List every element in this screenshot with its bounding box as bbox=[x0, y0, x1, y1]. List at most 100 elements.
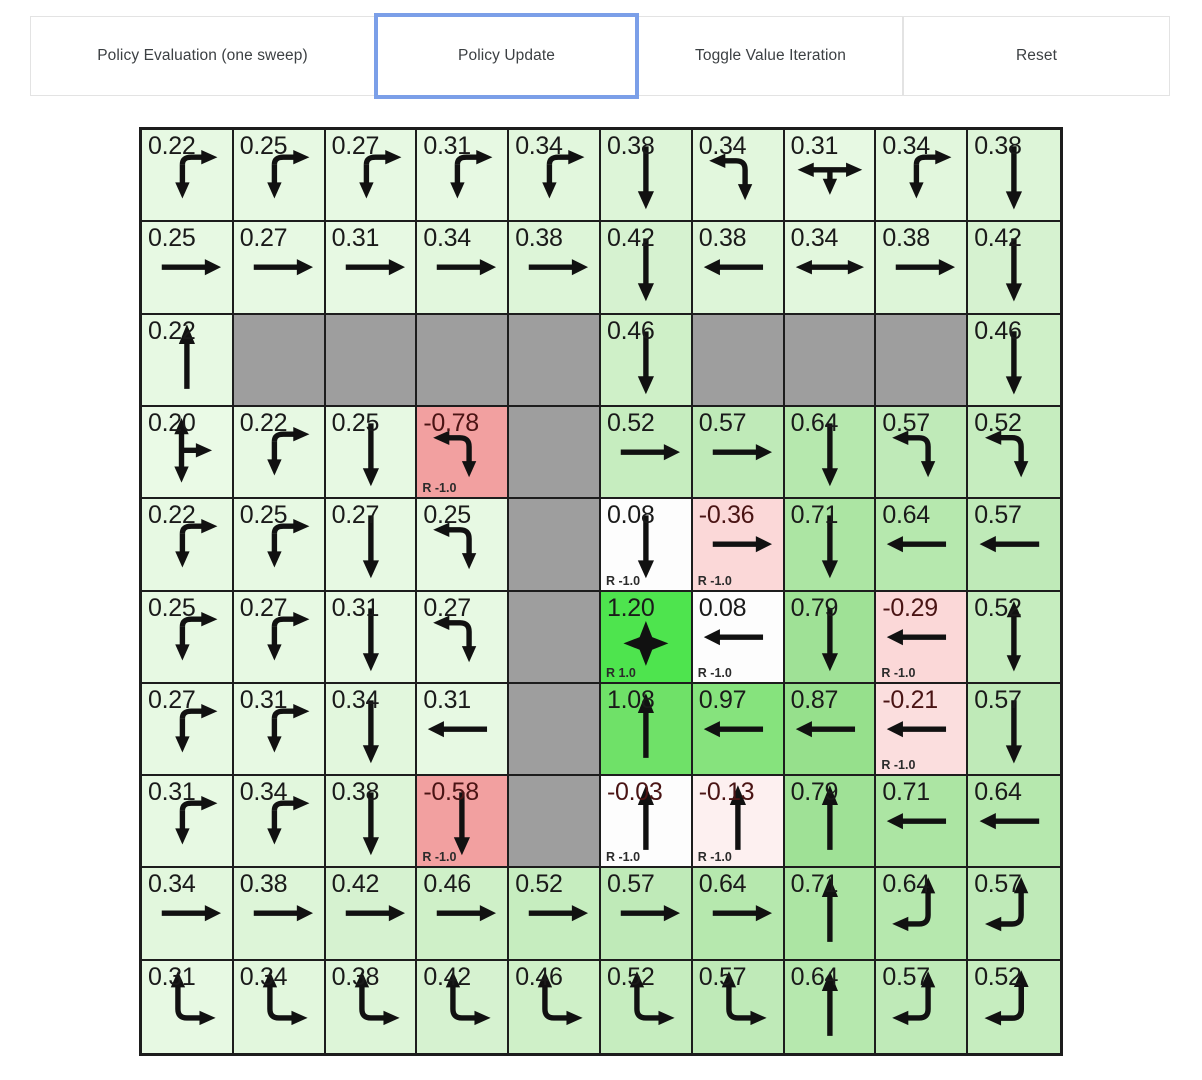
grid-cell[interactable]: 0.57 bbox=[968, 683, 1060, 777]
grid-cell[interactable]: 0.64 bbox=[692, 868, 785, 961]
grid-cell[interactable]: -0.13 R -1.0 bbox=[692, 776, 785, 869]
grid-cell[interactable]: 0.46 bbox=[601, 314, 693, 407]
grid-cell[interactable]: 0.08 R -1.0 bbox=[601, 499, 693, 592]
grid-cell[interactable]: -0.78 R -1.0 bbox=[417, 406, 510, 500]
grid-cell[interactable]: 0.25 bbox=[233, 130, 326, 223]
reset-button[interactable]: Reset bbox=[903, 16, 1170, 96]
grid-cell[interactable]: 0.46 bbox=[968, 314, 1060, 407]
grid-cell[interactable]: 0.71 bbox=[876, 776, 969, 869]
grid-cell[interactable]: 0.22 bbox=[142, 130, 234, 223]
grid-cell[interactable]: 0.31 bbox=[784, 130, 877, 223]
grid-cell[interactable]: 0.79 bbox=[784, 591, 877, 684]
grid-cell[interactable]: 0.46 bbox=[509, 960, 601, 1053]
grid-cell[interactable]: 0.38 bbox=[692, 222, 785, 315]
grid-cell[interactable]: 0.31 bbox=[417, 683, 510, 777]
grid-cell[interactable]: 0.52 bbox=[601, 406, 693, 500]
grid-cell[interactable]: 0.57 bbox=[692, 960, 785, 1053]
grid-cell[interactable]: 0.31 bbox=[142, 776, 234, 869]
cell-value: 0.34 bbox=[239, 962, 288, 991]
grid-cell[interactable]: 0.38 bbox=[876, 222, 969, 315]
grid-cell[interactable]: 0.46 bbox=[417, 868, 510, 961]
grid-cell[interactable]: 0.31 bbox=[233, 683, 326, 777]
cell-reward-label: R -1.0 bbox=[881, 758, 916, 773]
grid-cell[interactable]: 0.57 bbox=[601, 868, 693, 961]
grid-cell[interactable]: 0.52 bbox=[968, 406, 1060, 500]
grid-cell[interactable]: 0.34 bbox=[233, 960, 326, 1053]
cell-value: 0.42 bbox=[974, 224, 1022, 253]
grid-cell[interactable]: 0.34 bbox=[325, 683, 418, 777]
cell-value: -0.78 bbox=[423, 408, 479, 437]
grid-cell[interactable]: 0.25 bbox=[142, 222, 234, 315]
grid-cell[interactable]: 0.79 bbox=[784, 776, 877, 869]
grid-cell[interactable]: 0.22 bbox=[233, 406, 326, 500]
grid-cell[interactable]: 0.31 bbox=[325, 591, 418, 684]
grid-cell[interactable]: 0.57 bbox=[876, 406, 969, 500]
grid-cell[interactable]: 0.31 bbox=[142, 960, 234, 1053]
grid-cell[interactable]: 0.71 bbox=[784, 499, 877, 592]
grid-cell[interactable]: 0.57 bbox=[876, 960, 969, 1053]
grid-cell[interactable]: 0.22 bbox=[142, 499, 234, 592]
grid-cell[interactable]: 0.27 bbox=[325, 130, 418, 223]
grid-cell[interactable]: -0.21 R -1.0 bbox=[876, 683, 969, 777]
grid-cell[interactable]: 0.71 bbox=[784, 868, 877, 961]
grid-cell[interactable]: 0.52 bbox=[509, 868, 601, 961]
grid-cell[interactable]: 0.38 bbox=[968, 130, 1060, 223]
grid-cell[interactable]: 0.52 bbox=[601, 960, 693, 1053]
policy-update-button[interactable]: Policy Update bbox=[374, 13, 639, 99]
grid-cell[interactable]: -0.29 R -1.0 bbox=[876, 591, 969, 684]
grid-cell[interactable]: 1.20 R 1.0 bbox=[601, 591, 693, 684]
grid-cell[interactable]: -0.58 R -1.0 bbox=[417, 776, 510, 869]
grid-cell[interactable]: 0.64 bbox=[784, 406, 877, 500]
grid-cell[interactable]: 0.52 bbox=[968, 591, 1060, 684]
grid-cell[interactable]: 0.34 bbox=[417, 222, 510, 315]
grid-cell[interactable]: 0.34 bbox=[692, 130, 785, 223]
grid-cell[interactable]: 0.34 bbox=[784, 222, 877, 315]
grid-cell[interactable]: 0.27 bbox=[325, 499, 418, 592]
grid-cell[interactable]: 0.25 bbox=[142, 591, 234, 684]
grid-cell[interactable]: 0.42 bbox=[417, 960, 510, 1053]
grid-cell[interactable]: 0.34 bbox=[142, 868, 234, 961]
grid-cell[interactable]: 0.34 bbox=[876, 130, 969, 223]
grid-cell-wall bbox=[233, 314, 326, 407]
grid-cell[interactable]: 0.57 bbox=[968, 868, 1060, 961]
grid-cell[interactable]: 0.25 bbox=[417, 499, 510, 592]
grid-cell[interactable]: 0.31 bbox=[325, 222, 418, 315]
grid-cell[interactable]: 0.97 bbox=[692, 683, 785, 777]
grid-cell[interactable]: 0.42 bbox=[968, 222, 1060, 315]
grid-cell[interactable]: 0.64 bbox=[876, 868, 969, 961]
grid-cell[interactable]: 0.42 bbox=[325, 868, 418, 961]
toggle-value-iteration-button[interactable]: Toggle Value Iteration bbox=[638, 16, 903, 96]
grid-cell[interactable]: 0.57 bbox=[692, 406, 785, 500]
grid-cell[interactable]: 0.20 bbox=[142, 406, 234, 500]
grid-cell[interactable]: 0.64 bbox=[876, 499, 969, 592]
grid-cell[interactable]: 0.27 bbox=[142, 683, 234, 777]
grid-cell[interactable]: 0.57 bbox=[968, 499, 1060, 592]
grid-cell[interactable]: 0.64 bbox=[968, 776, 1060, 869]
grid-cell[interactable]: -0.03 R -1.0 bbox=[601, 776, 693, 869]
cell-value: 0.27 bbox=[331, 501, 380, 530]
grid-cell[interactable]: 0.38 bbox=[325, 960, 418, 1053]
grid-cell[interactable]: 0.25 bbox=[233, 499, 326, 592]
grid-cell[interactable]: 0.38 bbox=[509, 222, 601, 315]
grid-cell[interactable]: 0.34 bbox=[509, 130, 601, 223]
grid-cell[interactable]: 0.31 bbox=[417, 130, 510, 223]
grid-cell[interactable]: 0.38 bbox=[233, 868, 326, 961]
grid-cell[interactable]: 0.27 bbox=[417, 591, 510, 684]
grid-cell[interactable]: 1.08 bbox=[601, 683, 693, 777]
grid-cell[interactable]: 0.64 bbox=[784, 960, 877, 1053]
grid-cell[interactable]: 0.34 bbox=[233, 776, 326, 869]
grid-cell[interactable]: -0.36 R -1.0 bbox=[692, 499, 785, 592]
grid-cell[interactable]: 0.38 bbox=[325, 776, 418, 869]
grid-cell[interactable]: 0.27 bbox=[233, 222, 326, 315]
grid-cell[interactable]: 0.87 bbox=[784, 683, 877, 777]
grid-cell[interactable]: 0.08 R -1.0 bbox=[692, 591, 785, 684]
grid-cell[interactable]: 0.27 bbox=[233, 591, 326, 684]
grid-cell[interactable]: 0.25 bbox=[325, 406, 418, 500]
grid-cell[interactable]: 0.42 bbox=[601, 222, 693, 315]
cell-value: 0.22 bbox=[239, 408, 288, 437]
grid-cell[interactable]: 0.38 bbox=[601, 130, 693, 223]
cell-value: 0.22 bbox=[148, 316, 196, 345]
policy-evaluation-button[interactable]: Policy Evaluation (one sweep) bbox=[30, 16, 375, 96]
grid-cell[interactable]: 0.22 bbox=[142, 314, 234, 407]
grid-cell[interactable]: 0.52 bbox=[968, 960, 1060, 1053]
